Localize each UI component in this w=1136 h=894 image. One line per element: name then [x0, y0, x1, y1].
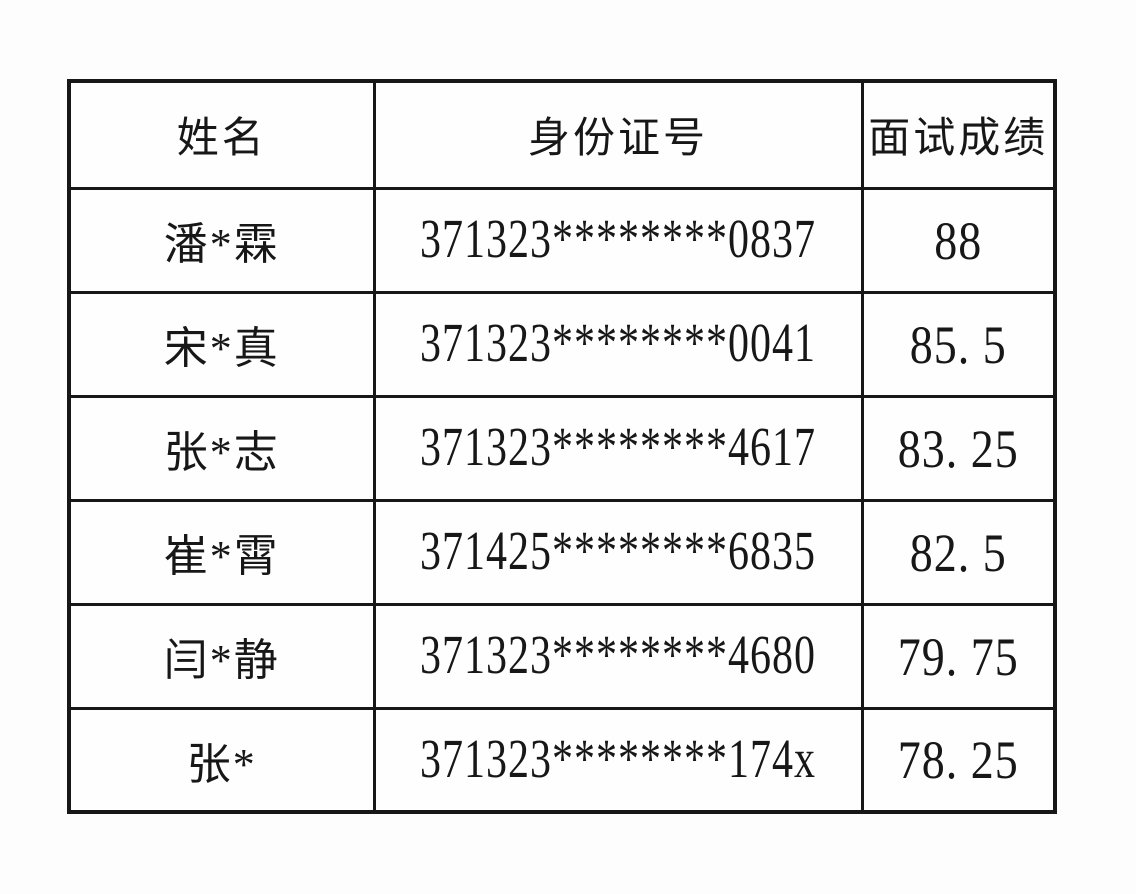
column-header-score: 面试成绩	[860, 79, 1057, 190]
id-cell: 371323********0837	[372, 186, 864, 294]
name-cell: 闫*静	[67, 602, 376, 710]
name-cell: 潘*霖	[67, 186, 376, 294]
id-cell: 371323********174x	[372, 706, 864, 814]
score-cell: 88	[860, 186, 1057, 294]
id-cell: 371323********0041	[372, 290, 864, 398]
score-text: 79. 75	[897, 625, 1019, 687]
table-row: 潘*霖 371323********0837 88	[67, 186, 1057, 294]
score-text: 85. 5	[909, 313, 1007, 375]
table-row: 张*志 371323********4617 83. 25	[67, 394, 1057, 502]
score-text: 78. 25	[897, 729, 1019, 790]
table-header-row: 姓名 身份证号 面试成绩	[67, 79, 1057, 190]
score-cell: 85. 5	[860, 290, 1057, 398]
score-cell: 82. 5	[860, 498, 1057, 606]
id-cell: 371323********4680	[372, 602, 864, 710]
table-row: 闫*静 371323********4680 79. 75	[67, 602, 1057, 710]
score-cell: 79. 75	[860, 602, 1057, 710]
id-text: 371323********4617	[420, 417, 816, 479]
score-text: 83. 25	[897, 417, 1019, 479]
interview-score-table: 姓名 身份证号 面试成绩 潘*霖 371323********0837 88 宋…	[67, 79, 1057, 814]
table-row: 张* 371323********174x 78. 25	[67, 706, 1057, 814]
name-cell: 张*志	[67, 394, 376, 502]
id-text: 371323********0041	[420, 313, 816, 375]
column-header-name: 姓名	[67, 79, 376, 190]
name-cell: 张*	[67, 706, 376, 814]
name-cell: 宋*真	[67, 290, 376, 398]
id-text: 371323********4680	[420, 625, 816, 687]
id-text: 371425********6835	[420, 521, 816, 583]
table-row: 宋*真 371323********0041 85. 5	[67, 290, 1057, 398]
score-cell: 83. 25	[860, 394, 1057, 502]
name-cell: 崔*霄	[67, 498, 376, 606]
score-text: 88	[934, 209, 983, 271]
table-row: 崔*霄 371425********6835 82. 5	[67, 498, 1057, 606]
id-cell: 371425********6835	[372, 498, 864, 606]
score-text: 82. 5	[909, 521, 1007, 583]
id-cell: 371323********4617	[372, 394, 864, 502]
id-text: 371323********0837	[420, 209, 816, 271]
id-text: 371323********174x	[420, 729, 816, 791]
score-cell: 78. 25	[860, 706, 1057, 814]
column-header-id: 身份证号	[372, 79, 864, 190]
